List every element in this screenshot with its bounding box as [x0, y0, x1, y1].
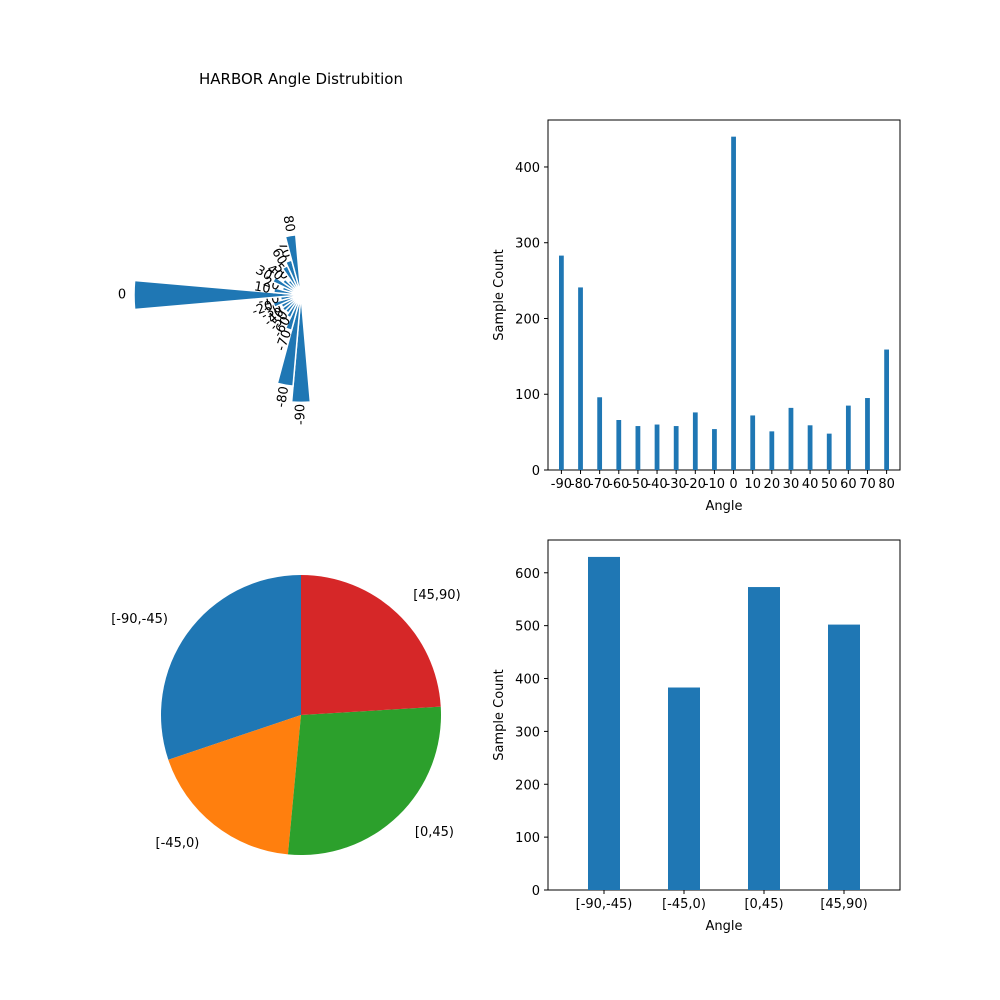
histogram-bar	[712, 429, 717, 470]
histogram-bar	[807, 425, 813, 470]
histogram-bar	[635, 426, 641, 470]
figure-title: HARBOR Angle Distrubition	[199, 70, 403, 88]
histogram-bar	[769, 431, 775, 470]
histogram-y-tick-label: 100	[515, 388, 540, 403]
polar-wedge	[284, 234, 302, 296]
histogram-bar	[865, 398, 870, 470]
pie-slice-label: [-90,-45)	[111, 612, 168, 627]
range-bar	[668, 687, 700, 890]
histogram-x-tick-label: -80	[570, 477, 591, 492]
histogram-x-tick-label: -90	[551, 477, 572, 492]
histogram-bar	[578, 287, 583, 470]
histogram-x-tick-label: -30	[666, 477, 687, 492]
pie-slice	[168, 715, 301, 855]
histogram-x-tick-label: 40	[802, 477, 819, 492]
histogram-x-tick-label: -70	[589, 477, 610, 492]
histogram-bar	[788, 407, 794, 470]
histogram-x-tick-label: 50	[821, 477, 838, 492]
polar-wedge-label: 30	[253, 263, 275, 284]
range-pie-chart: [-90,-45) [-45,0) [0,45) [45,90)	[111, 575, 461, 855]
pie-slice-label: [0,45)	[415, 825, 454, 840]
pie-slice	[160, 575, 301, 760]
range-bar	[828, 624, 860, 890]
polar-wedge-label: -20	[250, 298, 275, 319]
histogram-bar	[731, 136, 736, 470]
histogram-y-tick-label: 400	[515, 161, 540, 176]
range-bar	[748, 587, 780, 890]
histogram-x-tick-label: 30	[783, 477, 800, 492]
range-y-tick-label: 200	[515, 778, 540, 793]
histogram-bar	[616, 420, 622, 470]
histogram-x-tick-label: -40	[646, 477, 667, 492]
histogram-bar	[826, 433, 832, 470]
histogram-x-tick-label: 60	[840, 477, 857, 492]
range-x-tick-label: [45,90)	[820, 897, 867, 912]
histogram-x-tick-label: -20	[685, 477, 706, 492]
histogram-x-axis-label: Angle	[706, 499, 743, 514]
histogram-x-tick-label: 0	[729, 477, 737, 492]
range-y-tick-label: 0	[532, 884, 540, 899]
polar-wedge-label: 60	[268, 246, 289, 268]
range-y-tick-label: 100	[515, 831, 540, 846]
polar-wedge-label: 0	[118, 288, 126, 303]
range-y-tick-label: 600	[515, 567, 540, 582]
histogram-y-tick-label: 200	[515, 312, 540, 327]
polar-wedge-label: -70	[274, 328, 295, 353]
pie-slice	[301, 575, 441, 715]
histogram-x-tick-label: 70	[859, 477, 876, 492]
range-y-tick-label: 500	[515, 620, 540, 635]
polar-bar-chart: -90-80-70-60-50-40-30-20-100 102030405060…	[118, 214, 312, 425]
histogram-x-tick-label: -10	[704, 477, 725, 492]
polar-wedge-label: -80	[274, 385, 292, 409]
histogram-bar	[845, 405, 851, 470]
histogram-bar	[559, 255, 564, 470]
histogram-x-tick-label: -50	[627, 477, 648, 492]
histogram-bar	[884, 349, 889, 470]
histogram-bar	[750, 415, 756, 470]
histogram-x-tick-label: -60	[608, 477, 629, 492]
range-y-tick-label: 300	[515, 725, 540, 740]
histogram-y-axis-label: Sample Count	[492, 249, 507, 340]
range-bar-x-axis-label: Angle	[706, 919, 743, 934]
histogram-x-tick-label: 10	[744, 477, 761, 492]
polar-wedge-label: 10	[253, 279, 272, 297]
polar-wedge-label: -90	[294, 404, 309, 425]
polar-wedge	[272, 294, 302, 309]
histogram-y-tick-label: 0	[532, 464, 540, 479]
histogram-plot-frame	[547, 119, 901, 471]
range-bar-plot-frame	[547, 539, 901, 891]
range-x-tick-label: [0,45)	[744, 897, 783, 912]
pie-slice-label: [45,90)	[413, 588, 460, 603]
histogram-x-tick-label: 20	[764, 477, 781, 492]
range-x-tick-label: [-90,-45)	[576, 897, 633, 912]
range-bar-y-axis-label: Sample Count	[492, 669, 507, 760]
pie-slice-label: [-45,0)	[156, 836, 200, 851]
range-bar-chart: Angle Sample Count [-90,-45) [-45,0) [0,45…	[492, 539, 901, 934]
polar-wedge-label: 80	[280, 214, 298, 233]
angle-histogram-chart: Angle Sample Count -90-80-70-60-50-40-30…	[492, 119, 901, 514]
histogram-bar	[692, 412, 698, 470]
histogram-y-tick-label: 300	[515, 237, 540, 252]
polar-wedge	[133, 279, 302, 311]
pie-slice	[287, 706, 441, 855]
range-bar	[588, 556, 620, 890]
range-x-tick-label: [-45,0)	[662, 897, 706, 912]
histogram-x-tick-label: 80	[878, 477, 895, 492]
histogram-bar	[673, 426, 679, 470]
polar-wedge	[290, 294, 312, 404]
range-y-tick-label: 400	[515, 673, 540, 688]
histogram-bar	[654, 424, 660, 470]
histogram-bar	[597, 397, 603, 470]
